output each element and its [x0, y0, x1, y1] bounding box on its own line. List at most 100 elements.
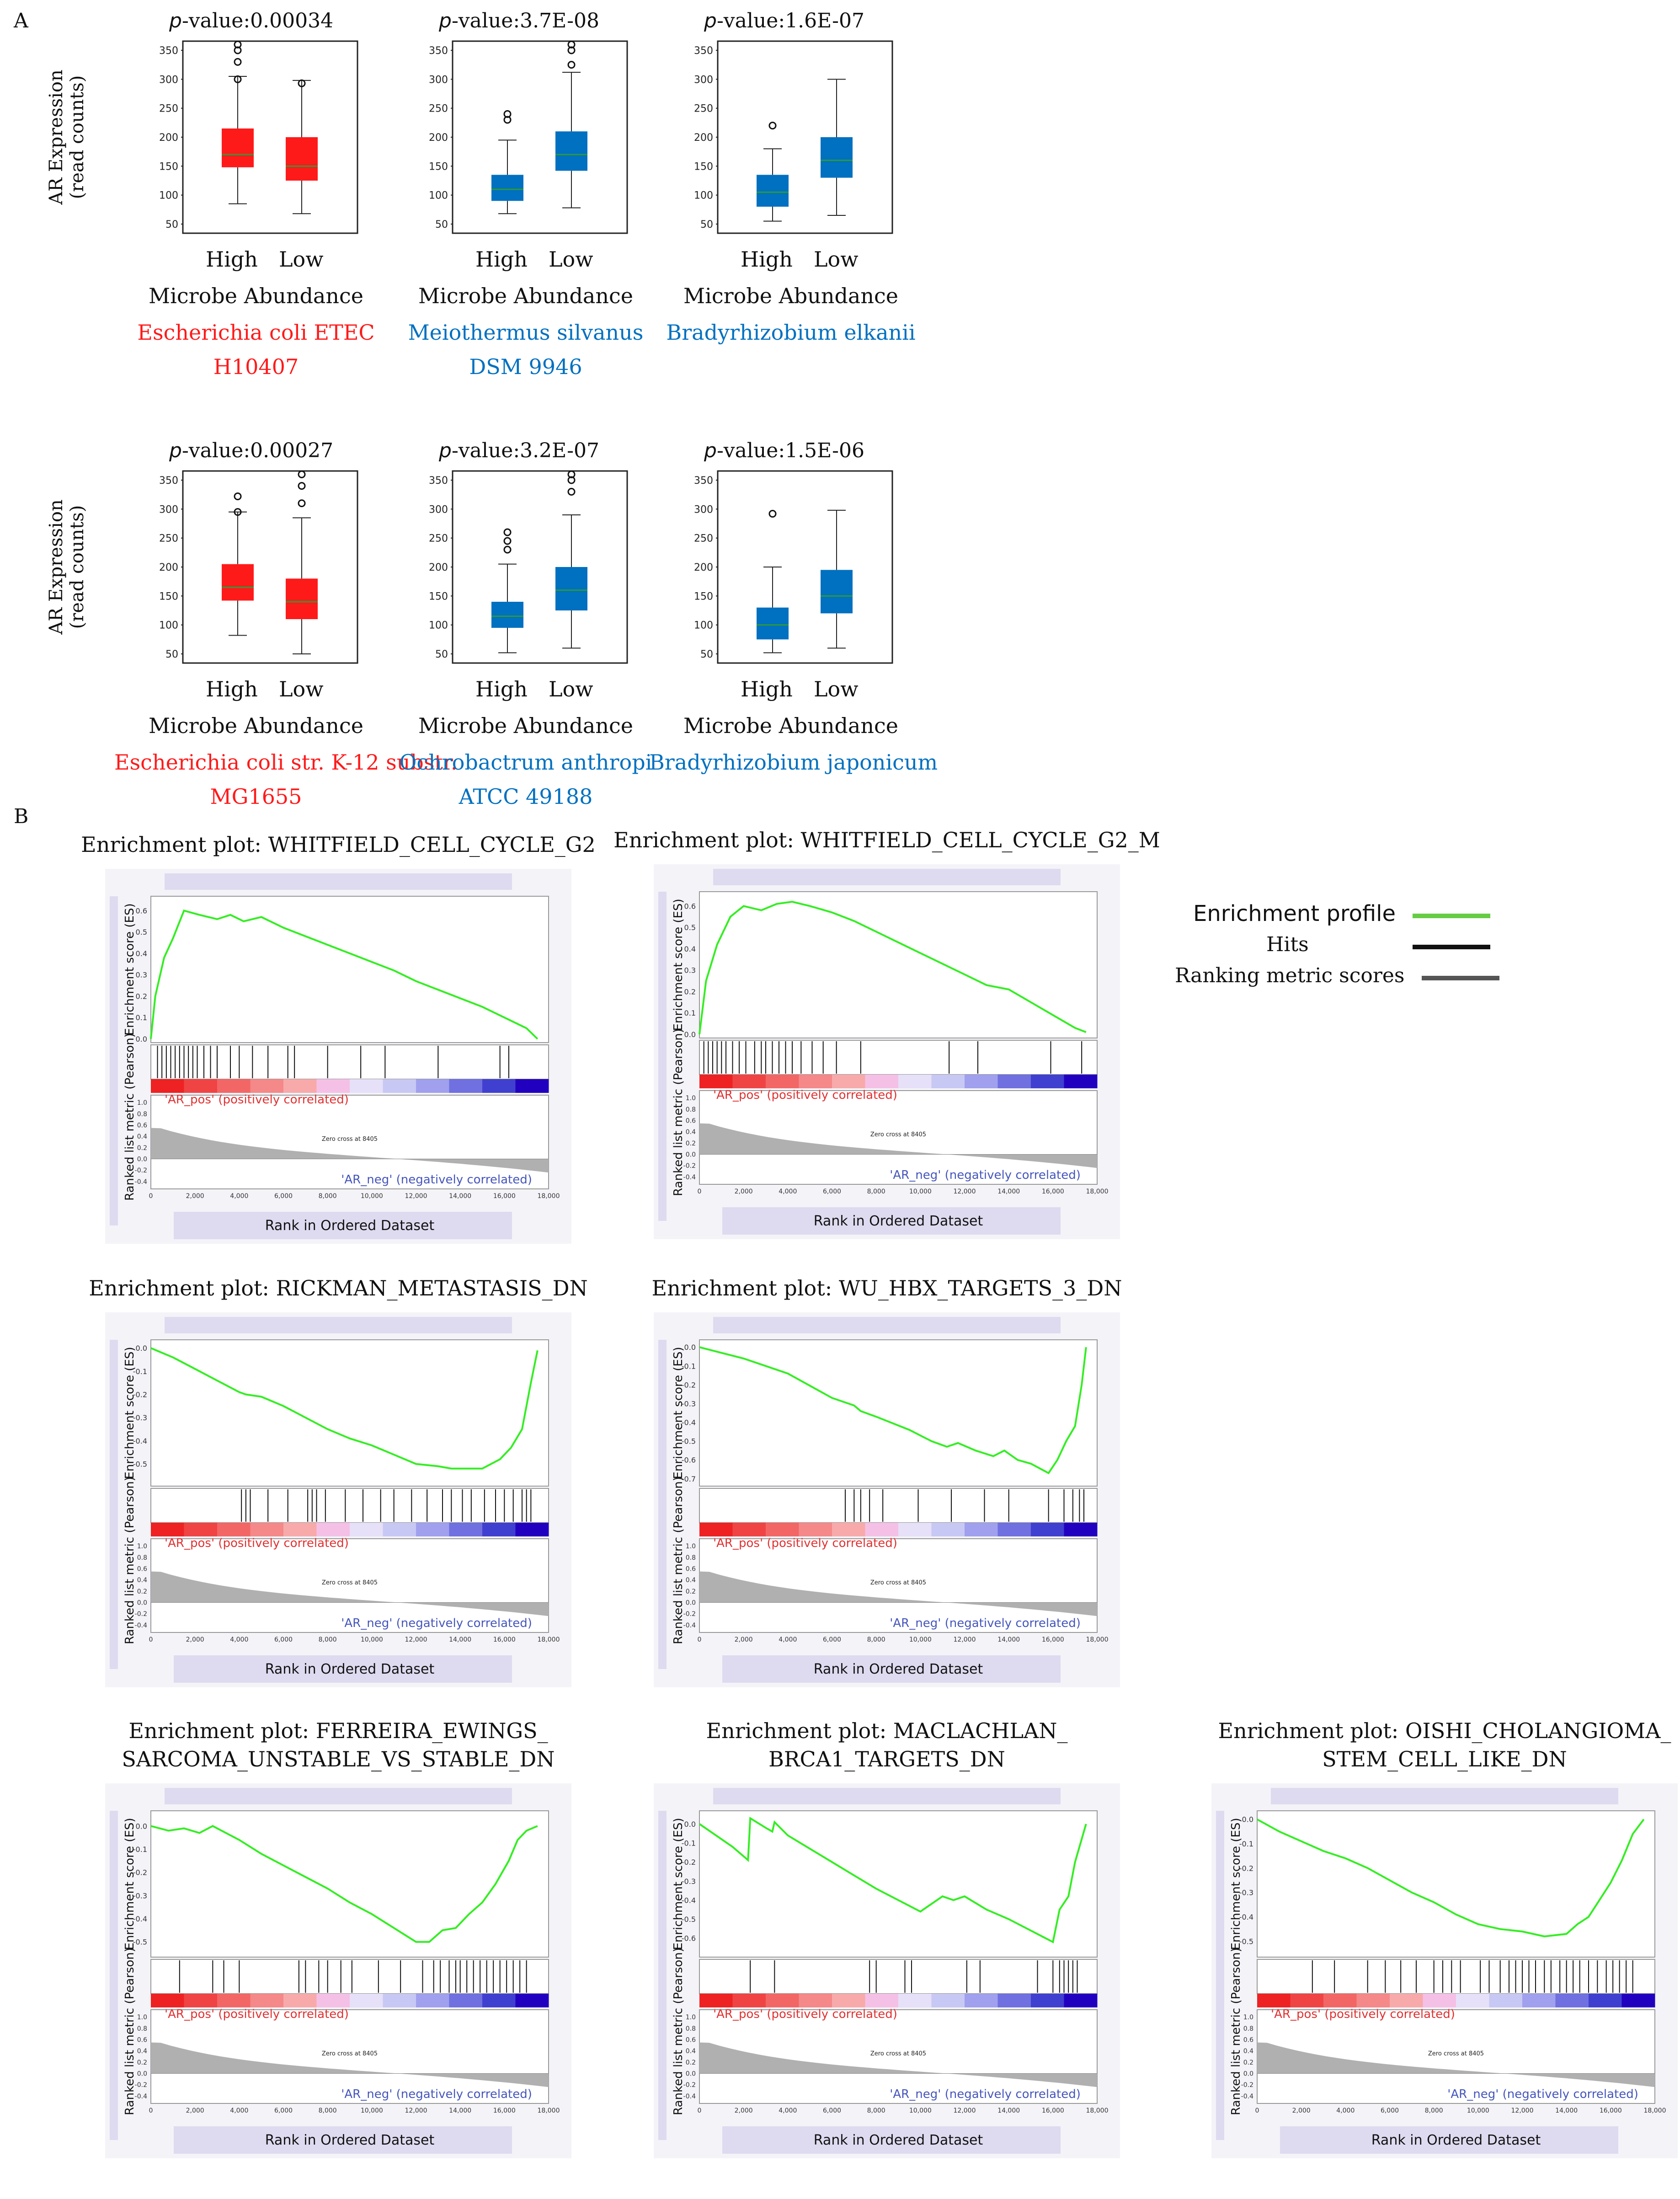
heatmap-segment	[449, 1994, 483, 2007]
es-y-tick: -0.1	[133, 1845, 147, 1854]
heatmap-segment	[184, 1079, 218, 1093]
pvalue-prefix: p	[439, 9, 452, 32]
boxplot-5: 50 100 150 200 250 300 350	[429, 470, 628, 664]
y-tick-label: 350	[429, 45, 448, 57]
heatmap-segment	[732, 1075, 766, 1088]
y-tick-label: 100	[429, 190, 448, 202]
y-tick-label: 350	[694, 475, 713, 487]
microbe-name: Meiothermus silvanus	[408, 320, 644, 345]
x-tick: 4,000	[1336, 2107, 1355, 2114]
x-tick: 4,000	[230, 1636, 248, 1643]
x-axis-title: Rank in Ordered Dataset	[814, 2132, 983, 2148]
y-tick-label: 350	[429, 475, 448, 487]
microbe-name: Bradyrhizobium japonicum	[649, 750, 938, 775]
neg-correlated-label: 'AR_neg' (negatively correlated)	[890, 1168, 1081, 1182]
heatmap-segment	[482, 1523, 516, 1536]
x-tick: 4,000	[779, 1188, 797, 1195]
y-tick-label: 50	[700, 219, 713, 230]
x-tick: 16,000	[1042, 1188, 1064, 1195]
hits-panel	[699, 1959, 1098, 1994]
y-tick-label: 200	[429, 132, 448, 144]
x-tick: 8,000	[1425, 2107, 1443, 2114]
x-tick: 8,000	[319, 1636, 337, 1643]
es-y-tick: 0.1	[136, 1013, 147, 1022]
rank-y-tick: 0.0	[686, 1600, 696, 1607]
side-band	[1216, 1811, 1224, 2140]
box	[286, 137, 318, 181]
x-tick: 18,000	[538, 2107, 560, 2114]
y-tick-label: 300	[159, 74, 178, 86]
enrichment-profile-line	[150, 909, 539, 1040]
gsea-title: Enrichment plot: RICKMAN_METASTASIS_DN	[89, 1276, 588, 1300]
y-tick-label: 150	[694, 161, 713, 172]
rank-y-tick: 0.2	[1243, 2059, 1253, 2066]
x-tick: 10,000	[909, 1188, 932, 1195]
es-panel	[699, 891, 1098, 1038]
y-tick-label: 300	[694, 74, 713, 86]
hits-panel	[1257, 1959, 1655, 1994]
gsea-plot-2: 0.0 0.1 0.2 0.3 0.4 0.5 0.6 1.0 0.8 0.6 0.4 0.2 0.0 -…	[654, 864, 1120, 1239]
x-tick: 0	[149, 1193, 153, 1200]
heatmap-segment	[151, 1079, 184, 1093]
es-y-tick: -0.4	[682, 1418, 696, 1427]
gsea-title: Enrichment plot: FERREIRA_EWINGS_	[128, 1718, 548, 1743]
gsea-plot-5: 0.0 -0.1 -0.2 -0.3 -0.4 -0.5 1.0 0.8 0.6 0.4 0.2 0.…	[105, 1783, 571, 2158]
rank-y-tick: 0.4	[137, 1577, 147, 1584]
x-tick: 4,000	[230, 2107, 248, 2114]
x-axis-title: Rank in Ordered Dataset	[265, 1661, 435, 1677]
rank-y-tick: 0.2	[137, 2059, 147, 2066]
footer-band	[174, 1655, 512, 1683]
zero-cross-label: Zero cross at 8405	[870, 1579, 926, 1586]
y-axis-title-line1: AR Expression	[46, 499, 67, 635]
heatmap-segment	[832, 1994, 865, 2007]
header-band	[165, 1788, 512, 1804]
outlier-point	[298, 482, 306, 490]
outlier-point	[234, 40, 242, 48]
side-band	[110, 1811, 118, 2140]
heatmap-segment	[1031, 1523, 1064, 1536]
boxplot-1: 50 100 150 200 250 300 350	[159, 40, 358, 234]
x-tick: 10,000	[1467, 2107, 1489, 2114]
heatmap-segment	[699, 1994, 733, 2007]
x-tick: 14,000	[997, 2107, 1020, 2114]
plot-frame	[182, 40, 358, 234]
microbe-name-line2: H10407	[213, 354, 299, 379]
y-tick-label: 350	[159, 475, 178, 487]
x-tick: 4,000	[779, 1636, 797, 1643]
x-tick: 18,000	[1086, 2107, 1109, 2114]
rank-y-tick: 0.8	[686, 1554, 696, 1562]
heatmap-segment	[515, 1079, 549, 1093]
es-panel	[150, 1810, 549, 1958]
x-tick: 18,000	[538, 1636, 560, 1643]
x-tick: 10,000	[361, 1193, 383, 1200]
es-axis-title: Enrichment score (ES)	[672, 899, 685, 1031]
gsea-plot-1: 0.0 0.1 0.2 0.3 0.4 0.5 0.6 1.0 0.8 0.6 0.4 0.2 0.0 -…	[105, 869, 571, 1244]
rank-axis-title: Ranked list metric (Pearson)	[1229, 1948, 1243, 2115]
plot-frame	[452, 470, 628, 664]
y-axis-title: AR Expression (read counts)	[46, 46, 88, 229]
outlier-point	[298, 470, 306, 478]
rank-y-tick: 0.8	[1243, 2025, 1253, 2033]
zero-cross-label: Zero cross at 8405	[322, 2050, 378, 2057]
rank-y-tick: 0.0	[686, 1151, 696, 1159]
neg-correlated-label: 'AR_neg' (negatively correlated)	[890, 1616, 1081, 1630]
y-tick-label: 200	[694, 562, 713, 573]
header-band	[165, 1317, 512, 1333]
pvalue-prefix: p	[169, 439, 182, 462]
heatmap-segment	[1031, 1075, 1064, 1088]
y-tick-label: 150	[694, 591, 713, 602]
microbe-name: Escherichia coli ETEC	[137, 320, 375, 345]
y-tick-label: 350	[694, 45, 713, 57]
gsea-title: BRCA1_TARGETS_DN	[768, 1747, 1005, 1771]
heatmap-segment	[1390, 1994, 1423, 2007]
rank-y-tick: 0.6	[137, 2037, 147, 2044]
es-y-tick: -0.3	[682, 1399, 696, 1408]
enrichment-profile-line	[150, 1347, 539, 1470]
x-tick: 12,000	[954, 1188, 976, 1195]
rank-y-tick: 0.2	[686, 1140, 696, 1147]
group-label-low: Low	[814, 247, 859, 272]
es-panel	[699, 1810, 1098, 1958]
y-tick-label: 50	[435, 219, 448, 230]
group-label-high: High	[475, 247, 528, 272]
x-tick: 18,000	[1086, 1636, 1109, 1643]
